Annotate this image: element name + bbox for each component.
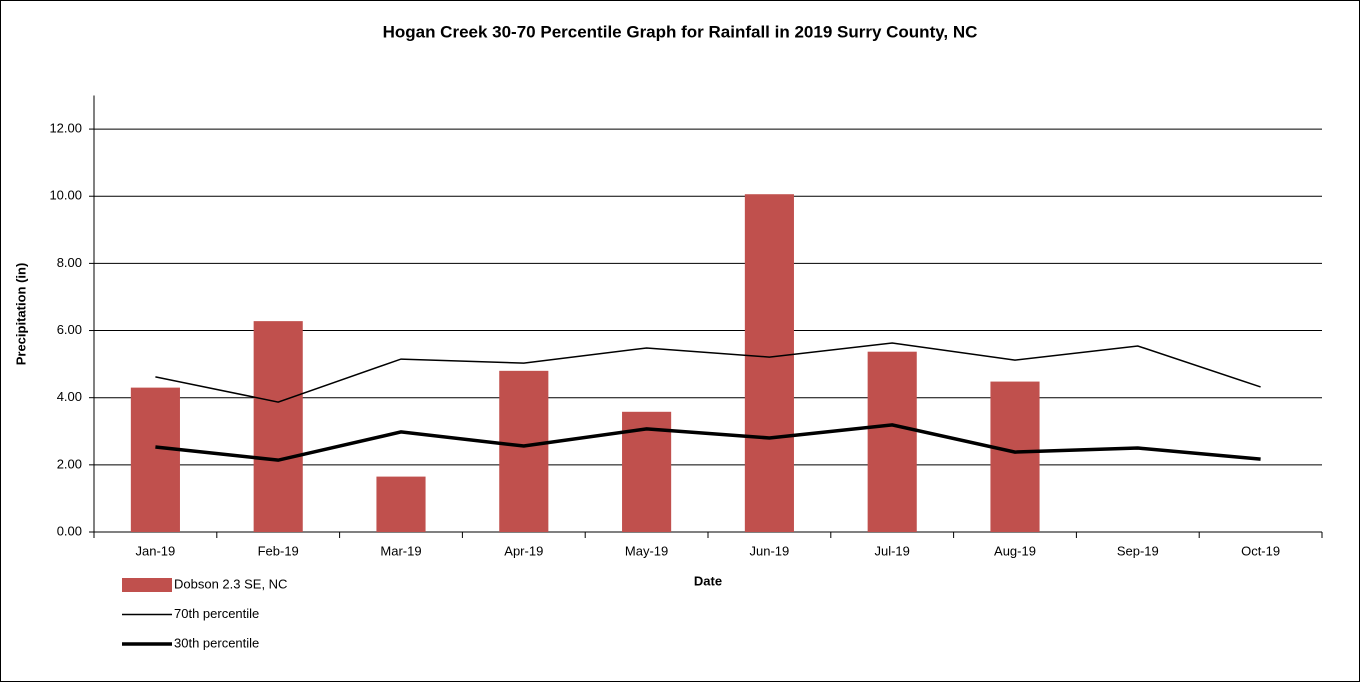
bar <box>130 387 180 532</box>
y-tick-label: 12.00 <box>49 121 82 136</box>
bar <box>499 370 549 532</box>
y-tick-label: 10.00 <box>49 188 82 203</box>
x-tick-label: Sep-19 <box>1117 543 1159 558</box>
bar <box>744 194 794 532</box>
x-tick-label: Mar-19 <box>380 543 421 558</box>
bar <box>867 351 917 532</box>
line <box>155 423 1261 462</box>
bar <box>376 476 426 532</box>
chart-title: Hogan Creek 30-70 Percentile Graph for R… <box>383 22 978 41</box>
legend-label: 70th percentile <box>174 606 259 621</box>
x-axis-title: Date <box>694 573 722 588</box>
legend-label: 30th percentile <box>174 635 259 650</box>
legend-swatch <box>122 578 172 592</box>
y-axis-title: Precipitation (in) <box>13 263 28 366</box>
x-tick-label: Jun-19 <box>750 543 790 558</box>
bar <box>253 321 303 532</box>
y-tick-label: 4.00 <box>57 389 82 404</box>
x-tick-label: Aug-19 <box>994 543 1036 558</box>
x-tick-label: Oct-19 <box>1241 543 1280 558</box>
x-tick-label: Feb-19 <box>258 543 299 558</box>
line <box>155 342 1261 403</box>
x-tick-label: Apr-19 <box>504 543 543 558</box>
y-tick-label: 6.00 <box>57 322 82 337</box>
y-tick-label: 2.00 <box>57 456 82 471</box>
legend-label: Dobson 2.3 SE, NC <box>174 576 287 591</box>
y-tick-label: 0.00 <box>57 523 82 538</box>
x-tick-label: May-19 <box>625 543 668 558</box>
bar <box>990 381 1040 532</box>
x-tick-label: Jul-19 <box>874 543 909 558</box>
x-tick-label: Jan-19 <box>136 543 176 558</box>
y-tick-label: 8.00 <box>57 255 82 270</box>
